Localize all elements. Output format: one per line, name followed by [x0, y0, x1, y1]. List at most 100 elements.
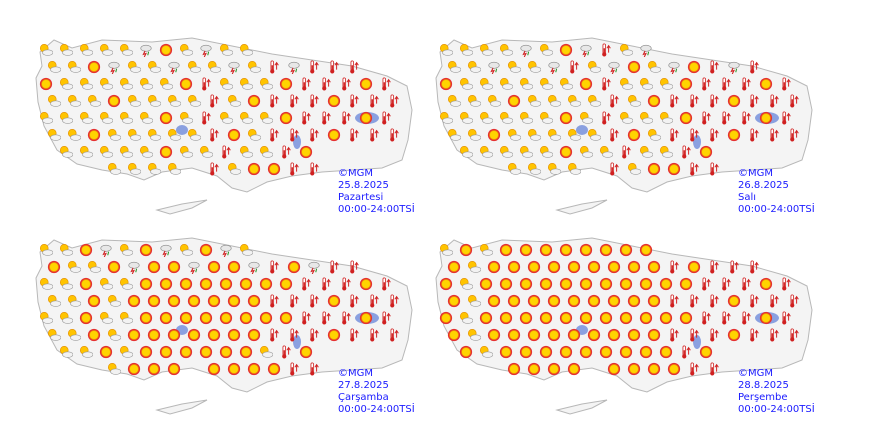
panel-day: Salı: [738, 192, 756, 203]
weather-icon: [179, 77, 193, 91]
weather-icon: [207, 260, 221, 274]
weather-icon: [559, 345, 573, 359]
weather-icon: [299, 145, 313, 159]
panel-day: Pazartesi: [338, 192, 383, 203]
weather-icon: [519, 277, 533, 291]
weather-icon: [527, 260, 541, 274]
weather-icon: [507, 260, 521, 274]
weather-icon: [599, 243, 613, 257]
weather-icon: [607, 328, 621, 342]
weather-icon: [359, 111, 373, 125]
panel-date: 26.8.2025: [738, 180, 789, 191]
weather-icon: [287, 260, 301, 274]
weather-icon: [527, 328, 541, 342]
weather-icon: [199, 243, 213, 257]
panel-copyright: ©MGM: [338, 368, 373, 379]
weather-icon: [327, 94, 341, 108]
weather-icon: [87, 60, 101, 74]
weather-icon: [627, 362, 641, 376]
panel-hours: 00:00-24:00TSİ: [338, 402, 415, 415]
weather-icon: [227, 362, 241, 376]
weather-icon: [547, 294, 561, 308]
weather-icon: [99, 345, 113, 359]
weather-icon: [327, 128, 341, 142]
weather-icon: [147, 328, 161, 342]
weather-icon: [167, 362, 181, 376]
weather-icon: [647, 362, 661, 376]
weather-icon: [547, 328, 561, 342]
weather-icon: [727, 94, 741, 108]
weather-icon: [267, 362, 281, 376]
weather-icon: [519, 243, 533, 257]
lake: [693, 335, 701, 349]
weather-icon: [679, 277, 693, 291]
weather-icon: [187, 294, 201, 308]
weather-icon: [259, 277, 273, 291]
weather-icon: [659, 345, 673, 359]
weather-icon: [619, 345, 633, 359]
weather-icon: [179, 311, 193, 325]
weather-icon: [759, 277, 773, 291]
weather-icon: [139, 277, 153, 291]
weather-icon: [599, 277, 613, 291]
weather-icon: [247, 328, 261, 342]
weather-icon: [627, 60, 641, 74]
weather-icon: [607, 294, 621, 308]
weather-icon: [207, 362, 221, 376]
weather-icon: [207, 294, 221, 308]
weather-icon: [219, 345, 233, 359]
weather-icon: [647, 294, 661, 308]
weather-icon: [199, 277, 213, 291]
weather-icon: [507, 294, 521, 308]
weather-icon: [299, 345, 313, 359]
weather-icon: [39, 77, 53, 91]
weather-icon: [727, 294, 741, 308]
weather-icon: [247, 94, 261, 108]
weather-icon: [279, 77, 293, 91]
weather-icon: [227, 260, 241, 274]
lake: [576, 125, 588, 135]
weather-icon: [627, 294, 641, 308]
weather-icon: [627, 328, 641, 342]
weather-icon: [239, 345, 253, 359]
weather-icon: [219, 277, 233, 291]
weather-icon: [559, 311, 573, 325]
weather-icon: [539, 277, 553, 291]
weather-icon: [439, 77, 453, 91]
weather-icon: [159, 43, 173, 57]
weather-icon: [267, 162, 281, 176]
weather-icon: [107, 260, 121, 274]
weather-icon: [459, 345, 473, 359]
panel-date: 28.8.2025: [738, 380, 789, 391]
weather-icon: [667, 362, 681, 376]
weather-icon: [599, 311, 613, 325]
weather-icon: [219, 311, 233, 325]
weather-icon: [327, 328, 341, 342]
weather-icon: [587, 328, 601, 342]
weather-icon: [179, 277, 193, 291]
weather-icon: [547, 362, 561, 376]
weather-icon: [519, 311, 533, 325]
weather-icon: [679, 111, 693, 125]
weather-icon: [139, 243, 153, 257]
weather-icon: [639, 311, 653, 325]
weather-icon: [359, 277, 373, 291]
weather-icon: [79, 311, 93, 325]
weather-icon: [727, 128, 741, 142]
weather-icon: [579, 277, 593, 291]
weather-icon: [639, 277, 653, 291]
weather-icon: [499, 311, 513, 325]
panel-hours: 00:00-24:00TSİ: [338, 202, 415, 215]
weather-icon: [147, 260, 161, 274]
weather-icon: [147, 294, 161, 308]
weather-icon: [499, 277, 513, 291]
weather-icon: [507, 94, 521, 108]
weather-icon: [127, 328, 141, 342]
weather-icon: [239, 311, 253, 325]
weather-icon: [619, 311, 633, 325]
weather-icon: [567, 328, 581, 342]
weather-icon: [687, 260, 701, 274]
weather-icon: [699, 345, 713, 359]
weather-icon: [619, 277, 633, 291]
